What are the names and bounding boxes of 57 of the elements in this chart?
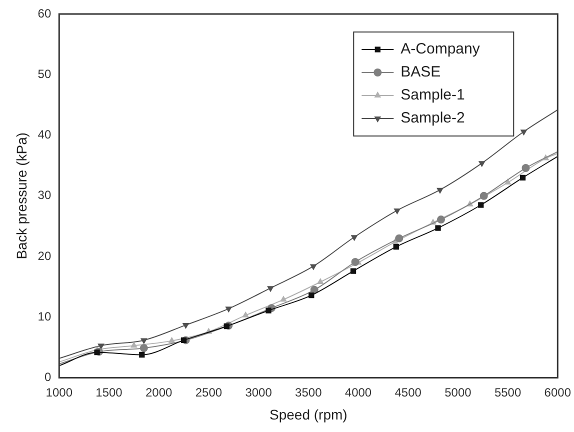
point [350, 268, 356, 274]
point [395, 234, 404, 242]
legend-label: BASE [400, 64, 441, 81]
x-tick-label: 4500 [394, 385, 422, 400]
point [224, 323, 230, 330]
x-tick-label: 2000 [145, 385, 173, 400]
point [520, 174, 526, 181]
point [480, 192, 488, 200]
y-tick-label: 20 [38, 248, 52, 263]
point [437, 216, 445, 224]
point [266, 308, 272, 314]
line-series [59, 109, 558, 359]
y-tick-label: 40 [38, 128, 52, 142]
point [310, 264, 317, 270]
point [140, 344, 148, 352]
point [478, 202, 484, 208]
point [394, 208, 401, 214]
point [316, 278, 324, 284]
point [130, 342, 138, 348]
point [242, 311, 250, 318]
x-tick-label: 6000 [544, 385, 572, 400]
point [225, 306, 232, 313]
legend-label: Sample-2 [400, 110, 465, 127]
y-tick-label: 10 [38, 309, 52, 324]
point [140, 338, 148, 344]
y-tick-label: 60 [38, 6, 52, 20]
point [139, 352, 145, 358]
legend-label: Sample-1 [400, 86, 465, 104]
x-tick-label: 3500 [295, 385, 322, 400]
point [436, 188, 444, 194]
y-tick-label: 0 [44, 370, 52, 384]
x-tick-label: 5500 [494, 385, 522, 400]
y-axis-title: Back pressure (kPa) [13, 132, 30, 260]
point [435, 225, 441, 231]
point [350, 235, 358, 242]
y-tick-label: 30 [38, 188, 52, 202]
x-axis-title: Speed (rpm) [269, 406, 348, 422]
x-tick-label: 2500 [195, 385, 222, 400]
point [308, 292, 314, 298]
legend-label: A-Company [400, 40, 480, 58]
x-tick-label: 1500 [96, 385, 123, 400]
point [94, 350, 100, 356]
point [182, 323, 190, 330]
x-tick-label: 4000 [344, 385, 372, 400]
x-tick-label: 5000 [444, 385, 472, 400]
point [267, 286, 274, 292]
point [168, 336, 176, 343]
point [180, 337, 187, 344]
point [520, 130, 528, 136]
point [478, 161, 486, 168]
point [280, 296, 287, 302]
point [522, 164, 530, 172]
y-tick-label: 50 [38, 66, 52, 81]
x-tick-label: 3000 [245, 385, 272, 400]
point [351, 258, 360, 266]
x-tick-label: 1000 [46, 385, 73, 400]
point [393, 244, 399, 250]
